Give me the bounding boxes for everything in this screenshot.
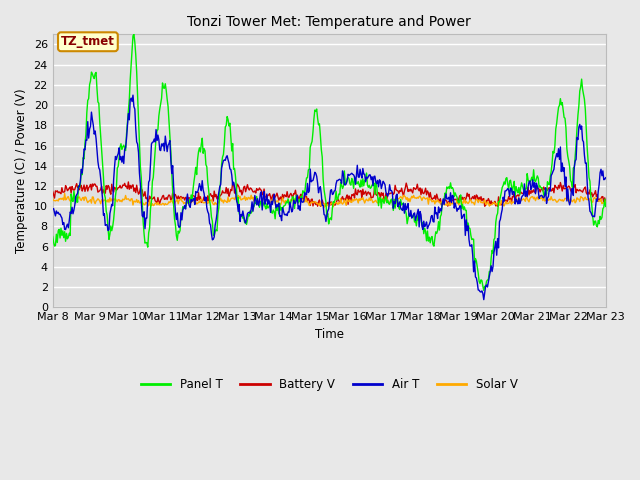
Legend: Panel T, Battery V, Air T, Solar V: Panel T, Battery V, Air T, Solar V — [136, 373, 522, 396]
Text: TZ_tmet: TZ_tmet — [61, 35, 115, 48]
Y-axis label: Temperature (C) / Power (V): Temperature (C) / Power (V) — [15, 88, 28, 253]
Title: Tonzi Tower Met: Temperature and Power: Tonzi Tower Met: Temperature and Power — [188, 15, 471, 29]
X-axis label: Time: Time — [315, 328, 344, 341]
